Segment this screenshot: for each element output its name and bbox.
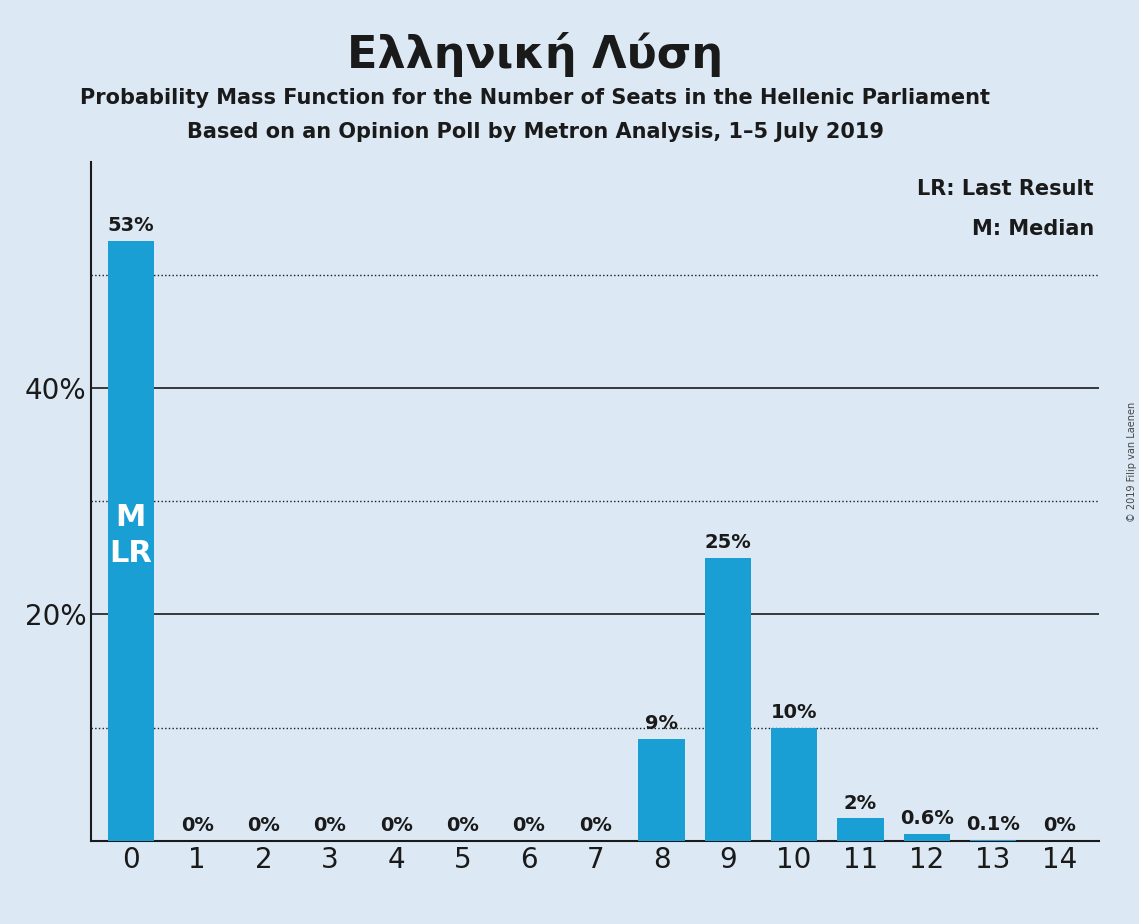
Bar [705, 558, 751, 841]
Text: Probability Mass Function for the Number of Seats in the Hellenic Parliament: Probability Mass Function for the Number… [81, 88, 990, 108]
Text: LR: Last Result: LR: Last Result [918, 178, 1095, 199]
Bar [771, 728, 818, 841]
Text: M: Median: M: Median [972, 219, 1095, 239]
Text: 25%: 25% [704, 533, 751, 553]
Bar [903, 834, 950, 841]
Bar [108, 241, 154, 841]
Bar [969, 840, 1016, 841]
Text: 0%: 0% [181, 816, 214, 835]
Text: © 2019 Filip van Laenen: © 2019 Filip van Laenen [1126, 402, 1137, 522]
Bar [837, 819, 884, 841]
Text: 0.6%: 0.6% [900, 809, 953, 829]
Text: 0%: 0% [1043, 816, 1075, 835]
Text: 0%: 0% [379, 816, 412, 835]
Text: M
LR: M LR [109, 503, 153, 567]
Text: 10%: 10% [771, 703, 818, 722]
Text: 0%: 0% [446, 816, 478, 835]
Text: 0%: 0% [513, 816, 546, 835]
Bar [638, 739, 685, 841]
Text: 9%: 9% [645, 714, 678, 734]
Text: Based on an Opinion Poll by Metron Analysis, 1–5 July 2019: Based on an Opinion Poll by Metron Analy… [187, 122, 884, 142]
Text: 0%: 0% [247, 816, 280, 835]
Text: Ελληνική Λύση: Ελληνική Λύση [347, 32, 723, 78]
Text: 0.1%: 0.1% [966, 815, 1019, 834]
Text: 53%: 53% [107, 216, 154, 236]
Text: 0%: 0% [579, 816, 612, 835]
Text: 2%: 2% [844, 794, 877, 812]
Text: 0%: 0% [313, 816, 346, 835]
